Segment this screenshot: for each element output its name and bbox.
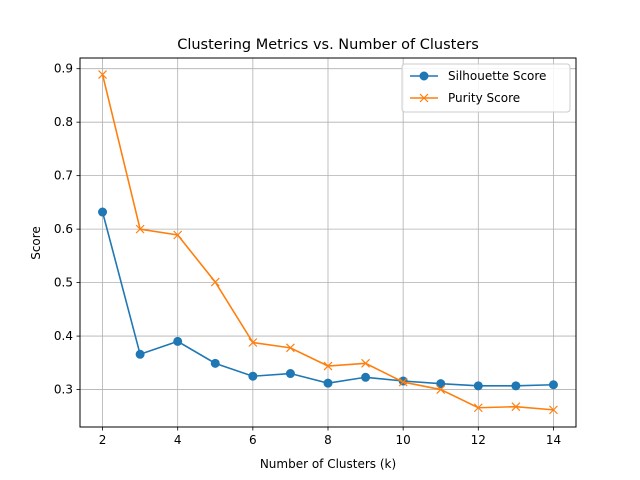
silhouette-score-point xyxy=(548,380,558,390)
silhouette-score-point xyxy=(323,378,333,388)
purity-score-point xyxy=(135,224,145,234)
y-tick-label: 0.3 xyxy=(54,383,73,397)
legend-label: Purity Score xyxy=(448,91,520,105)
silhouette-score-point xyxy=(210,358,220,368)
silhouette-score-point xyxy=(285,369,295,379)
legend-marker xyxy=(419,71,429,81)
y-tick-label: 0.7 xyxy=(54,169,73,183)
purity-score-point xyxy=(549,405,558,415)
x-tick-label: 2 xyxy=(99,433,107,447)
purity-score-point xyxy=(511,402,521,412)
purity-score-point xyxy=(285,343,295,353)
y-tick-label: 0.5 xyxy=(54,276,73,290)
y-tick-label: 0.4 xyxy=(54,329,73,343)
series-layer xyxy=(98,70,558,415)
x-tick-label: 12 xyxy=(471,433,486,447)
purity-score-point xyxy=(398,377,408,387)
legend-marker xyxy=(419,93,429,103)
purity-score-point xyxy=(361,358,371,368)
y-tick-label: 0.8 xyxy=(54,115,73,129)
purity-score-point xyxy=(98,70,107,80)
purity-score-point xyxy=(473,403,483,413)
x-tick-label: 14 xyxy=(546,433,561,447)
y-axis-label: Score xyxy=(29,226,43,260)
silhouette-score-point xyxy=(98,207,108,217)
y-tick-label: 0.6 xyxy=(54,222,73,236)
x-tick-label: 10 xyxy=(396,433,411,447)
silhouette-score-point xyxy=(248,371,258,381)
purity-score-point xyxy=(210,277,220,287)
x-tick-label: 6 xyxy=(249,433,257,447)
grid xyxy=(80,58,576,427)
silhouette-score-point xyxy=(473,381,483,391)
legend-item-purity-score: Purity Score xyxy=(410,91,520,105)
purity-score-point xyxy=(173,230,183,240)
chart-title: Clustering Metrics vs. Number of Cluster… xyxy=(177,37,479,53)
purity-score-point xyxy=(323,361,333,371)
purity-score-point xyxy=(436,385,446,394)
silhouette-score-point xyxy=(135,349,145,359)
legend-label: Silhouette Score xyxy=(448,69,546,83)
series-purity-score xyxy=(98,70,558,415)
x-tick-label: 8 xyxy=(324,433,332,447)
legend: Silhouette Score Purity Score xyxy=(401,63,571,113)
legend-box xyxy=(401,63,571,113)
silhouette-score-point xyxy=(173,336,183,346)
x-tick-label: 4 xyxy=(174,433,182,447)
y-tick-label: 0.9 xyxy=(54,62,73,76)
axis-ticks: 2 4 6 8 10 12 14 0.3 0.4 0.5 0.6 0.7 0.8 0.9 xyxy=(54,62,561,447)
legend-item-silhouette-score: Silhouette Score xyxy=(410,69,546,83)
silhouette-score-point xyxy=(511,381,521,391)
x-axis-label: Number of Clusters (k) xyxy=(260,457,396,471)
purity-score-point xyxy=(248,338,258,347)
series-silhouette-score xyxy=(98,207,558,391)
silhouette-score-point xyxy=(436,379,446,389)
silhouette-score-point xyxy=(361,372,371,382)
